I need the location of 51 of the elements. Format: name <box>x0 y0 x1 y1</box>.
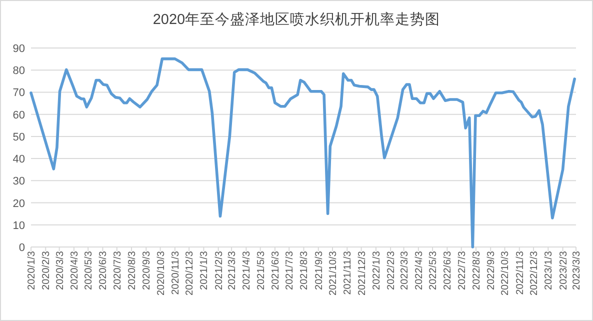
x-tick-label: 2020/6/3 <box>98 250 110 290</box>
y-tick-label: 50 <box>12 131 25 144</box>
x-tick-label: 2022/9/3 <box>486 250 498 290</box>
x-tick-label: 2022/7/3 <box>456 250 468 290</box>
x-tick-label: 2021/6/3 <box>270 250 282 290</box>
line-series <box>30 57 576 248</box>
x-tick-label: 2023/2/3 <box>558 250 570 290</box>
y-tick-label: 60 <box>12 109 25 122</box>
x-tick-label: 2022/1/3 <box>371 250 382 290</box>
chart-title: 2020年至今盛泽地区喷水织机开机率走势图 <box>152 11 440 28</box>
x-tick-label: 2021/12/3 <box>356 250 368 296</box>
x-tick-label: 2023/1/3 <box>544 250 555 290</box>
x-tick-label: 2023/3/3 <box>572 250 582 290</box>
x-tick-label: 2020/11/3 <box>170 250 182 295</box>
x-tick-label: 2021/11/3 <box>342 250 354 295</box>
y-tick-label: 80 <box>12 65 25 78</box>
y-tick-label: 90 <box>12 43 25 55</box>
y-tick-label: 30 <box>12 176 25 188</box>
x-tick-label: 2021/9/3 <box>314 250 325 290</box>
x-tick-label: 2022/2/3 <box>386 250 398 290</box>
x-tick-label: 2022/3/3 <box>399 250 410 290</box>
x-tick-label: 2021/5/3 <box>256 250 267 290</box>
x-tick-label: 2022/6/3 <box>442 250 454 290</box>
x-tick-label: 2020/12/3 <box>184 250 196 296</box>
x-tick-label: 2021/2/3 <box>214 250 225 290</box>
x-tick-label: 2022/10/3 <box>500 250 512 296</box>
y-tick-label: 40 <box>12 154 25 166</box>
y-tick-label: 10 <box>12 220 25 232</box>
x-tick-label: 2020/9/3 <box>142 250 153 290</box>
x-tick-label: 2020/5/3 <box>84 250 95 290</box>
y-tick-label: 20 <box>12 198 25 210</box>
x-tick-label: 2021/1/3 <box>199 250 210 290</box>
x-tick-label: 2022/12/3 <box>529 250 540 296</box>
y-tick-label: 0 <box>18 242 25 254</box>
x-tick-label: 2020/7/3 <box>112 250 124 290</box>
x-tick-label: 2020/10/3 <box>156 250 167 296</box>
x-tick-label: 2021/3/3 <box>227 250 238 290</box>
x-tick-label: 2020/4/3 <box>69 250 80 290</box>
x-tick-label: 2020/3/3 <box>54 250 66 290</box>
x-tick-label: 2021/8/3 <box>299 250 310 290</box>
y-tick-label: 70 <box>12 87 25 100</box>
x-tick-label: 2022/5/3 <box>428 250 440 290</box>
x-tick-label: 2022/11/3 <box>514 250 526 295</box>
x-tick-label: 2020/8/3 <box>127 250 138 290</box>
x-tick-label: 2021/10/3 <box>328 250 340 296</box>
x-tick-label: 2020/2/3 <box>41 250 52 290</box>
x-tick-label: 2021/7/3 <box>284 250 296 290</box>
x-tick-label: 2020/1/3 <box>26 250 38 290</box>
x-tick-label: 2021/4/3 <box>242 250 253 290</box>
x-tick-label: 2022/4/3 <box>414 250 425 290</box>
x-tick-label: 2022/8/3 <box>471 250 482 290</box>
